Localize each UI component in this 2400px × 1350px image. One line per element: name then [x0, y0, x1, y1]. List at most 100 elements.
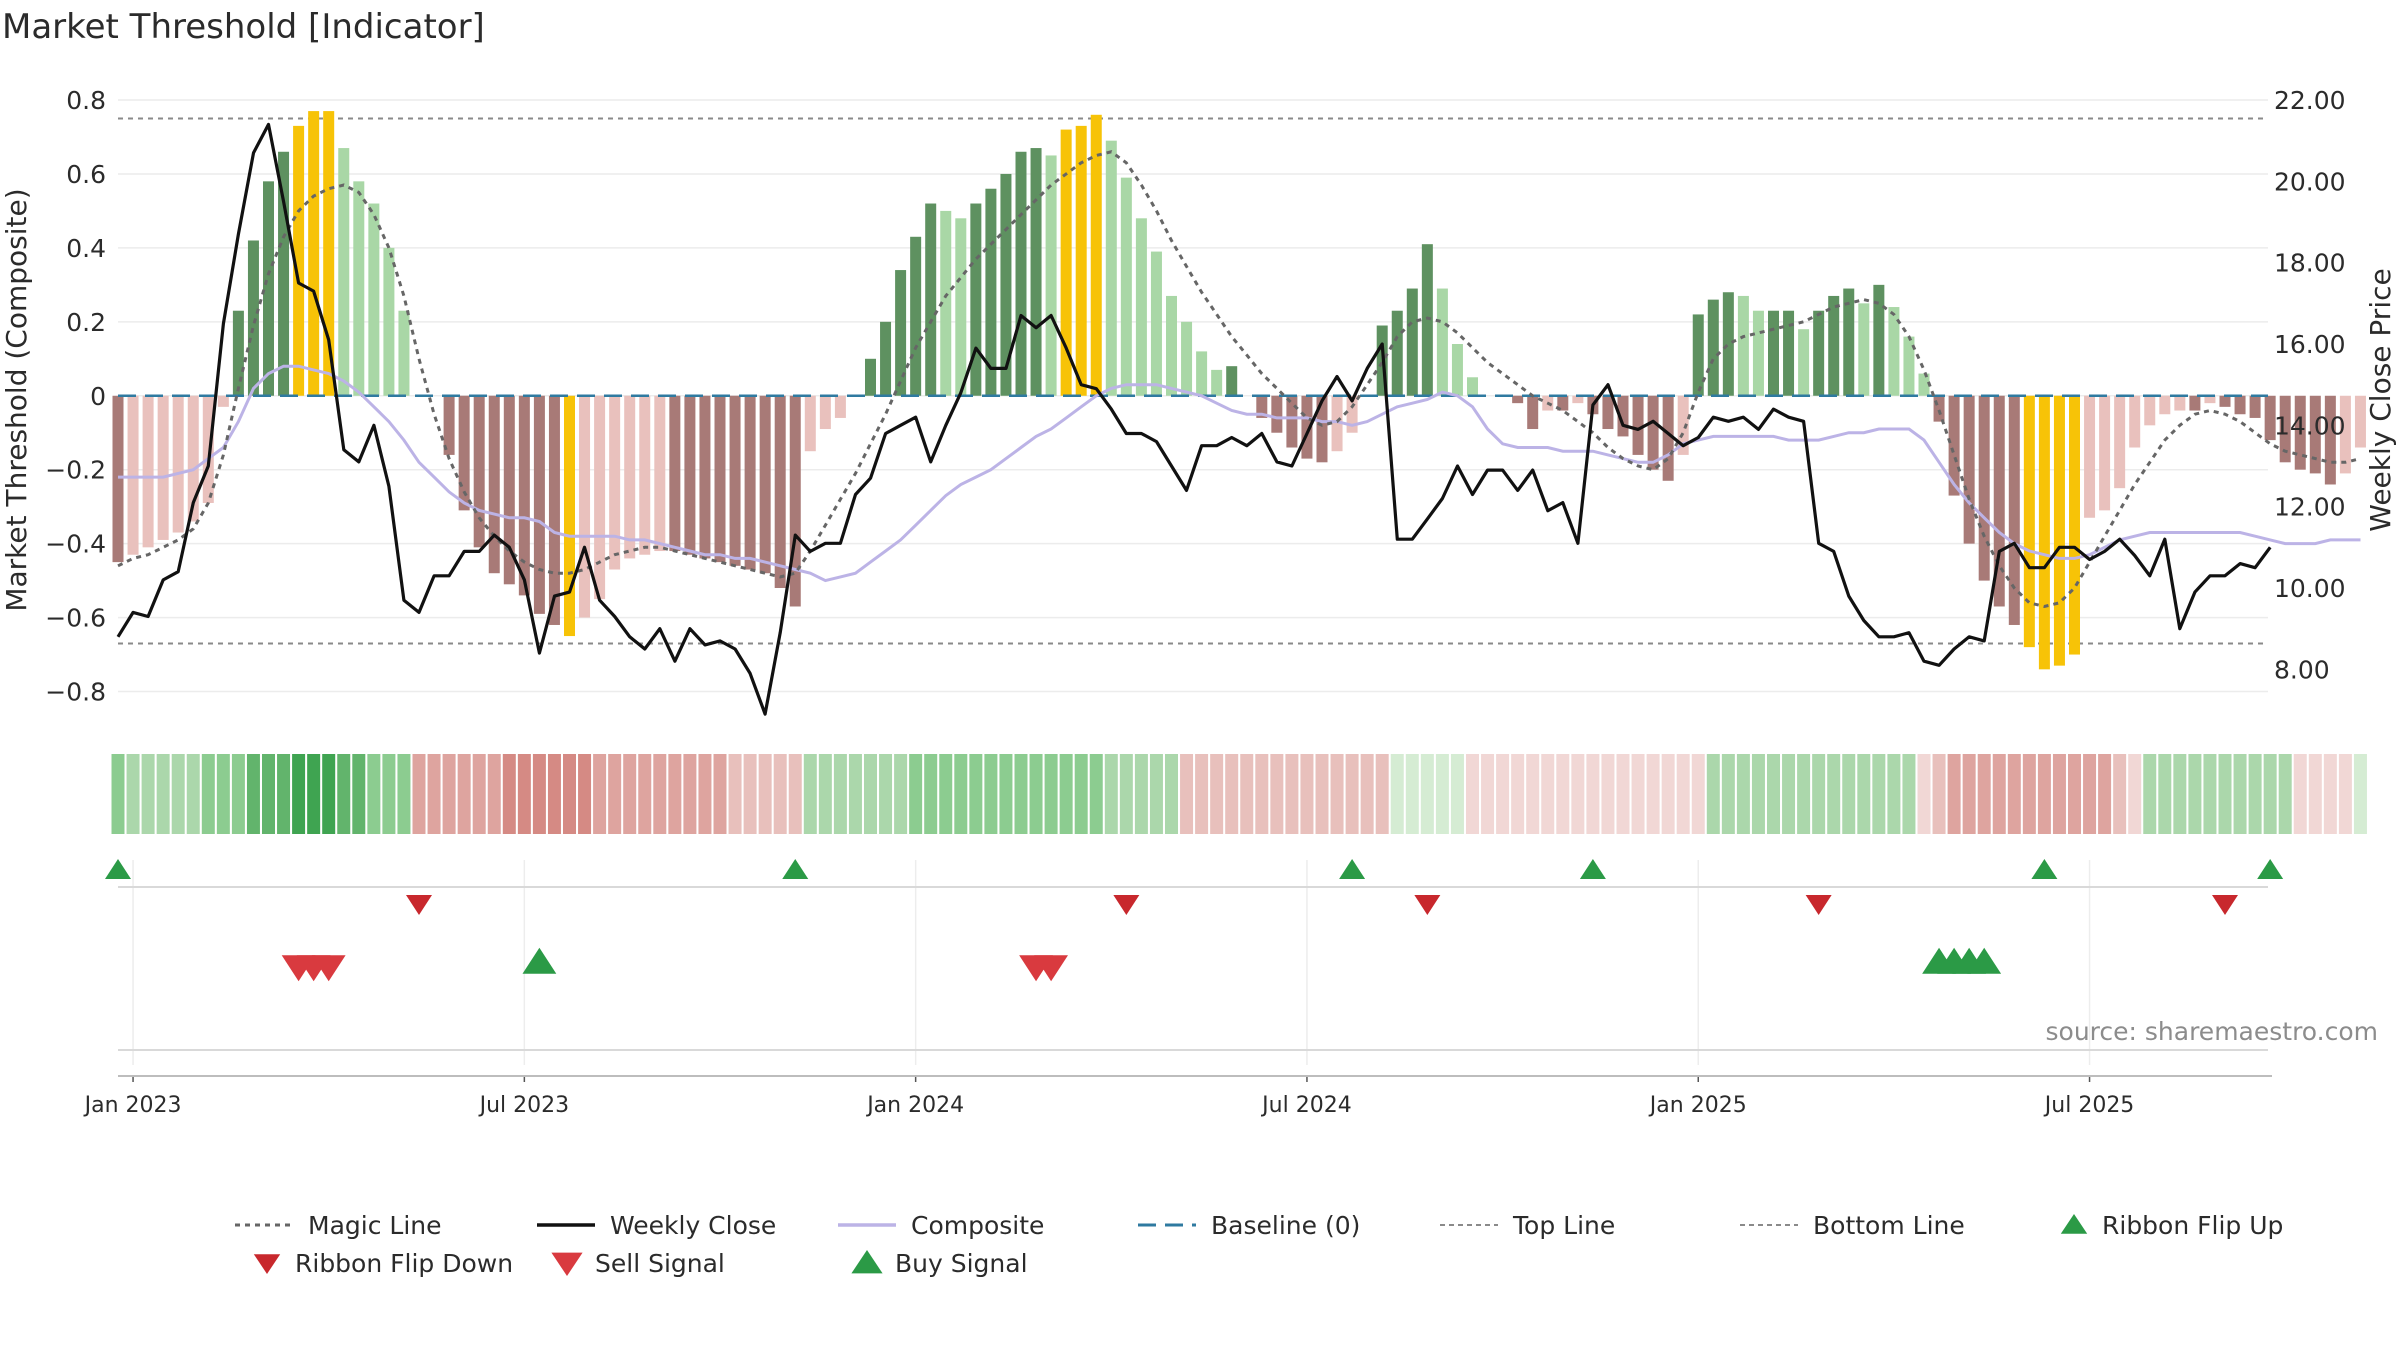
composite-bar [1843, 288, 1855, 396]
composite-bar [278, 151, 290, 396]
composite-bar [1226, 366, 1238, 396]
composite-bar [925, 203, 937, 396]
ribbon-cell [1029, 754, 1043, 834]
ribbon-cell [939, 754, 953, 834]
composite-bar [2084, 395, 2096, 518]
composite-bar [804, 395, 816, 452]
ribbon-cell [412, 754, 426, 834]
composite-bar [970, 203, 982, 396]
composite-bar [2114, 395, 2126, 489]
composite-bar [699, 395, 711, 559]
composite-bar [1120, 177, 1132, 396]
ribbon-cell [1014, 754, 1028, 834]
ribbon-cell [2037, 754, 2051, 834]
ribbon-cell [141, 754, 155, 834]
composite-bar [1888, 307, 1900, 396]
composite-bar [127, 395, 139, 555]
ribbon-cell [1782, 754, 1796, 834]
ribbon-cell [2218, 754, 2232, 834]
composite-bar [1572, 395, 1584, 404]
chart-title: Market Threshold [Indicator] [2, 7, 485, 47]
ribbon-cell [1059, 754, 1073, 834]
y-tick-label-right: 22.00 [2274, 86, 2346, 115]
legend-swatch [851, 1250, 883, 1274]
ribbon-cell [2353, 754, 2367, 834]
composite-bar [819, 395, 831, 430]
ribbon-cell [1827, 754, 1841, 834]
ribbon-cell [1917, 754, 1931, 834]
ribbon-cell [1375, 754, 1389, 834]
legend-label: Sell Signal [595, 1249, 725, 1278]
y-tick-label-left: −0.2 [45, 456, 106, 485]
ribbon-cell [1992, 754, 2006, 834]
ribbon-cell [1119, 754, 1133, 834]
x-tick-label: Jul 2025 [2043, 1093, 2135, 1118]
composite-bar [714, 395, 726, 563]
ribbon-flip-down-marker [1805, 895, 1832, 915]
y-axis-label-right: Weekly Close Price [2364, 268, 2397, 531]
composite-bar [955, 218, 967, 396]
legend-item-sell: Sell Signal [551, 1249, 725, 1278]
ribbon-cell [1631, 754, 1645, 834]
composite-bar [187, 395, 199, 522]
composite-bar [1271, 395, 1283, 433]
ribbon-cell [1089, 754, 1103, 834]
y-tick-label-left: −0.4 [45, 530, 106, 559]
ribbon-cell [1074, 754, 1088, 834]
ribbon-cell [2158, 754, 2172, 834]
legend-item-top: Top Line [1440, 1211, 1615, 1240]
composite-bar [1421, 244, 1433, 396]
composite-bar [232, 310, 244, 396]
y-tick-label-right: 16.00 [2274, 330, 2346, 359]
ribbon-cell [1270, 754, 1284, 834]
ribbon-cell [352, 754, 366, 834]
ribbon-cell [156, 754, 170, 834]
legend-label: Baseline (0) [1211, 1211, 1360, 1240]
ribbon-cell [262, 754, 275, 834]
composite-bar [443, 395, 455, 455]
ribbon-cell [126, 754, 140, 834]
source-credit: source: sharemaestro.com [2046, 1017, 2379, 1046]
composite-bar [1828, 295, 1840, 396]
composite-bar [1045, 155, 1057, 396]
composite-bar [368, 203, 380, 396]
ribbon-cell [833, 754, 847, 834]
composite-bar [458, 395, 470, 511]
composite-bar [744, 395, 756, 570]
composite-bar [2144, 395, 2156, 426]
ribbon-cell [1526, 754, 1540, 834]
y-tick-label-left: 0 [90, 382, 106, 411]
composite-bar [1406, 288, 1418, 396]
ribbon-cell [532, 754, 546, 834]
ribbon-cell [743, 754, 757, 834]
x-tick-label: Jan 2024 [865, 1093, 964, 1118]
composite-bar [865, 358, 876, 396]
ribbon-cell [171, 754, 185, 834]
ribbon-cell [1601, 754, 1615, 834]
composite-bar [1286, 395, 1298, 448]
ribbon-cell [1767, 754, 1780, 834]
composite-bar [2069, 395, 2080, 655]
composite-bar [1256, 395, 1268, 418]
ribbon-cell [1511, 754, 1525, 834]
ribbon-cell [1691, 754, 1705, 834]
y-tick-label-right: 14.00 [2274, 411, 2346, 440]
composite-bar [338, 148, 350, 396]
ribbon-cell [788, 754, 802, 834]
composite-bar [2053, 395, 2065, 666]
ribbon-cell [1676, 754, 1690, 834]
composite-bar [2294, 395, 2306, 470]
composite-bar [2204, 395, 2216, 404]
ribbon-cell [1646, 754, 1660, 834]
ribbon-cell [1180, 754, 1194, 834]
ribbon-cell [337, 754, 351, 834]
ribbon-cell [216, 754, 230, 834]
ribbon-cell [2068, 754, 2081, 834]
composite-bar [1737, 295, 1749, 396]
ribbon-cell [502, 754, 516, 834]
ribbon-cell [1255, 754, 1269, 834]
ribbon-cell [2293, 754, 2307, 834]
ribbon-flip-down-marker [1414, 895, 1441, 915]
ribbon-cell [1390, 754, 1404, 834]
ribbon-cell [2173, 754, 2187, 834]
